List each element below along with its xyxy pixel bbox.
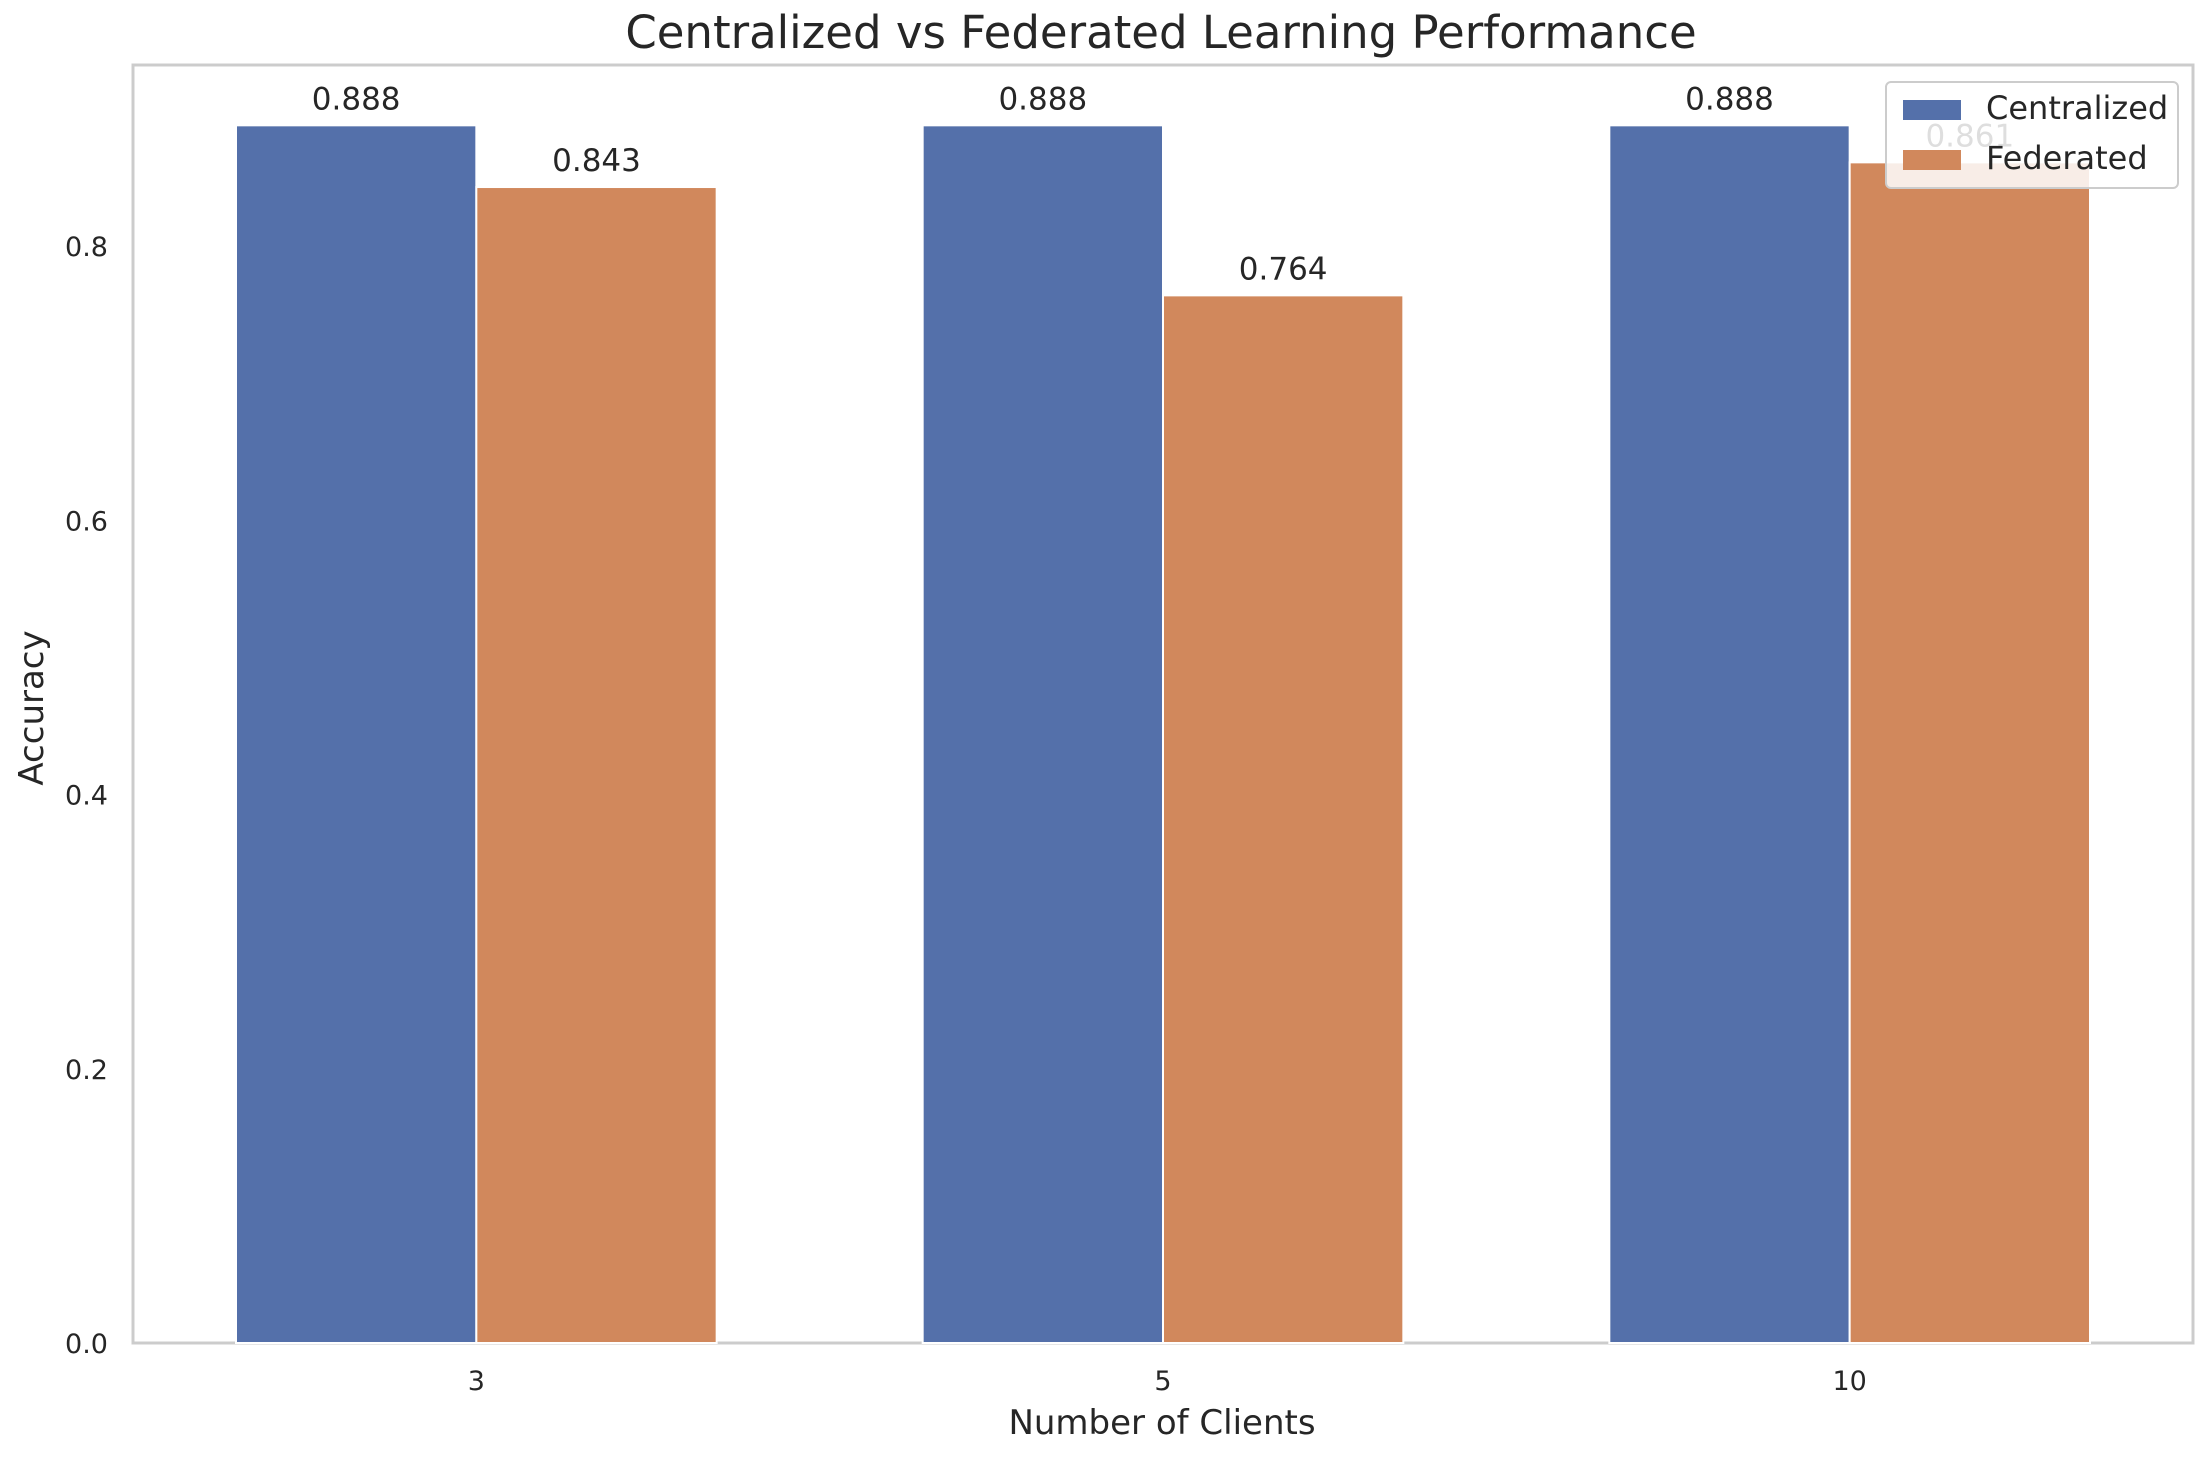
y-axis-label: Accuracy — [12, 630, 52, 785]
legend-label-centralized: Centralized — [1986, 89, 2168, 127]
x-tick-label: 3 — [468, 1366, 485, 1397]
x-tick-label: 5 — [1154, 1366, 1171, 1397]
y-tick-label: 0.2 — [65, 1055, 108, 1086]
data-label-centralized-3: 0.888 — [312, 81, 401, 117]
data-label-federated-5: 0.764 — [1239, 251, 1328, 287]
data-label-federated-3: 0.843 — [552, 143, 641, 179]
bars-layer — [235, 124, 2091, 1345]
bar-federated-3 — [475, 186, 718, 1344]
bar-centralized-3 — [235, 124, 478, 1345]
legend: Centralized Federated — [1885, 81, 2179, 189]
bar-federated-5 — [1162, 294, 1405, 1344]
legend-label-federated: Federated — [1986, 139, 2148, 177]
x-tick-label: 10 — [1832, 1366, 1866, 1397]
bar-federated-10 — [1848, 161, 2091, 1344]
legend-swatch-centralized — [1903, 100, 1961, 120]
bar-centralized-10 — [1608, 124, 1851, 1345]
y-tick-label: 0.0 — [65, 1329, 108, 1360]
x-axis-label: Number of Clients — [1008, 1403, 1315, 1443]
x-axis-ticks: 3 5 10 — [468, 1366, 1867, 1397]
y-axis-ticks: 0.0 0.2 0.4 0.6 0.8 — [65, 232, 108, 1360]
bar-centralized-5 — [921, 124, 1165, 1345]
data-label-centralized-10: 0.888 — [1685, 81, 1774, 117]
y-tick-label: 0.8 — [65, 232, 108, 263]
legend-swatch-federated — [1903, 150, 1961, 170]
chart-title: Centralized vs Federated Learning Perfor… — [625, 6, 1696, 59]
y-tick-label: 0.6 — [65, 506, 108, 537]
y-tick-label: 0.4 — [65, 781, 108, 812]
data-label-centralized-5: 0.888 — [998, 81, 1087, 117]
